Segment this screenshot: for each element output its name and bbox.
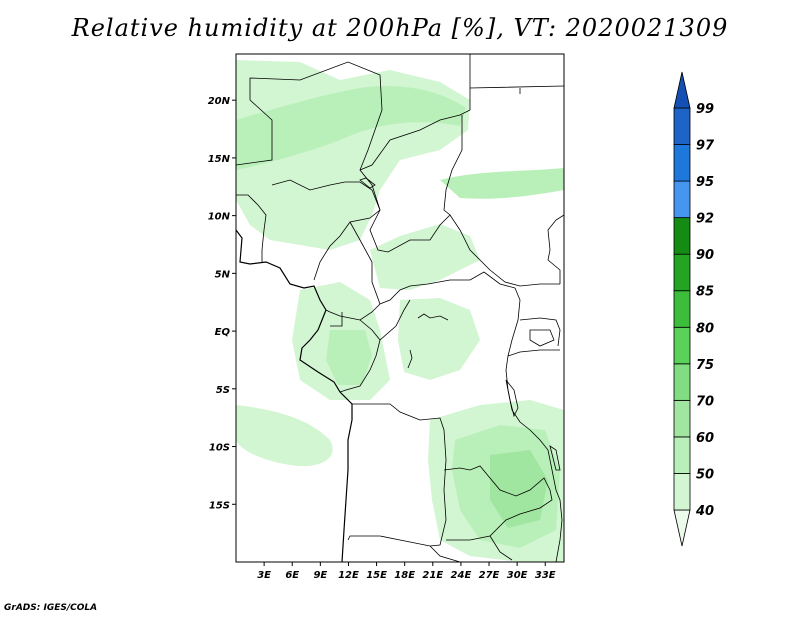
colorbar-label: 70: [696, 394, 714, 409]
colorbar-bin: [673, 253, 691, 292]
lon-tick-label: 9E: [313, 570, 327, 581]
colorbar-label: 99: [696, 102, 714, 117]
colorbar-bin: [673, 71, 691, 109]
coastline: [236, 229, 353, 562]
border: [505, 287, 531, 431]
border: [347, 403, 447, 547]
lon-tick-label: 27E: [479, 570, 500, 581]
humidity-region-southeast-inner: [490, 450, 548, 528]
border: [469, 85, 564, 94]
longitude-axis: 3E 6E 9E 12E 15E 18E 21E 24E 27E 30E 33E: [257, 562, 556, 581]
colorbar-bin: [673, 399, 691, 438]
humidity-region-northeast-sudan-band: [440, 168, 564, 199]
border: [236, 194, 267, 262]
lat-tick-label: EQ: [215, 327, 231, 338]
colorbar-label: 60: [696, 431, 714, 446]
colorbar-label: 50: [696, 467, 714, 482]
colorbar-bin: [673, 107, 691, 145]
country-borders: [236, 54, 564, 562]
lat-tick-label: 20N: [208, 96, 231, 107]
border: [507, 317, 561, 357]
lon-tick-label: 3E: [257, 570, 271, 581]
humidity-region-gabon-congo-core: [326, 330, 372, 385]
map-title: Relative humidity at 200hPa [%], VT: 202…: [71, 14, 729, 42]
lat-tick-label: 15N: [208, 154, 231, 165]
colorbar-label: 85: [696, 285, 714, 300]
lon-tick-label: 6E: [285, 570, 299, 581]
lon-tick-label: 18E: [394, 570, 415, 581]
lon-tick-label: 21E: [422, 570, 443, 581]
lon-tick-label: 24E: [451, 570, 472, 581]
colorbar-bin: [673, 509, 691, 547]
lon-tick-label: 30E: [507, 570, 528, 581]
colorbar-label: 95: [696, 175, 714, 190]
lake: [359, 177, 561, 471]
border: [271, 179, 381, 281]
border: [379, 299, 411, 341]
lat-tick-label: 5S: [216, 385, 230, 396]
colorbar-bin: [673, 217, 691, 255]
humidity-region-central-african-republic: [370, 224, 480, 290]
map-frame: [235, 53, 565, 563]
lon-tick-label: 12E: [338, 570, 359, 581]
humidity-region-congo-basin: [398, 298, 480, 380]
colorbar-bin: [673, 144, 691, 182]
lon-tick-label: 33E: [535, 570, 556, 581]
colorbar-label: 80: [696, 321, 714, 336]
border: [443, 465, 553, 541]
humidity-field-layer: [236, 60, 564, 562]
border: [529, 429, 563, 562]
colorbar-bin: [673, 363, 691, 401]
colorbar-label: 92: [696, 212, 714, 227]
border: [443, 115, 463, 216]
humidity-region-northwest-band: [236, 86, 466, 170]
river: [407, 313, 449, 369]
border: [359, 54, 471, 171]
border: [325, 303, 381, 321]
border: [236, 61, 560, 287]
colorbar-bin: [673, 326, 691, 365]
latitude-axis: 20N 15N 10N 5N EQ 5S 10S 15S: [208, 96, 236, 511]
colorbar-label: 97: [696, 139, 715, 154]
grads-credit: GrADS: IGES/COLA: [4, 603, 98, 613]
colorbar-bin: [673, 436, 691, 474]
colorbar-label: 75: [696, 358, 714, 373]
lat-tick-label: 5N: [215, 269, 231, 280]
border: [547, 214, 564, 284]
lat-tick-label: 15S: [209, 500, 230, 511]
colorbar-label: 90: [696, 248, 714, 263]
border: [429, 535, 513, 562]
colorbar: 40 50 60 70 75 80 85 90 92 95 97 99: [673, 71, 715, 547]
colorbar-label: 40: [695, 504, 714, 519]
colorbar-bin: [673, 473, 691, 511]
colorbar-bin: [673, 290, 691, 328]
lat-tick-label: 10S: [209, 443, 230, 454]
lat-tick-label: 10N: [208, 212, 231, 223]
border: [330, 312, 381, 393]
humidity-region-angola-atlantic: [236, 405, 333, 467]
colorbar-bin: [673, 180, 691, 219]
lon-tick-label: 15E: [366, 570, 387, 581]
border: [349, 221, 516, 305]
